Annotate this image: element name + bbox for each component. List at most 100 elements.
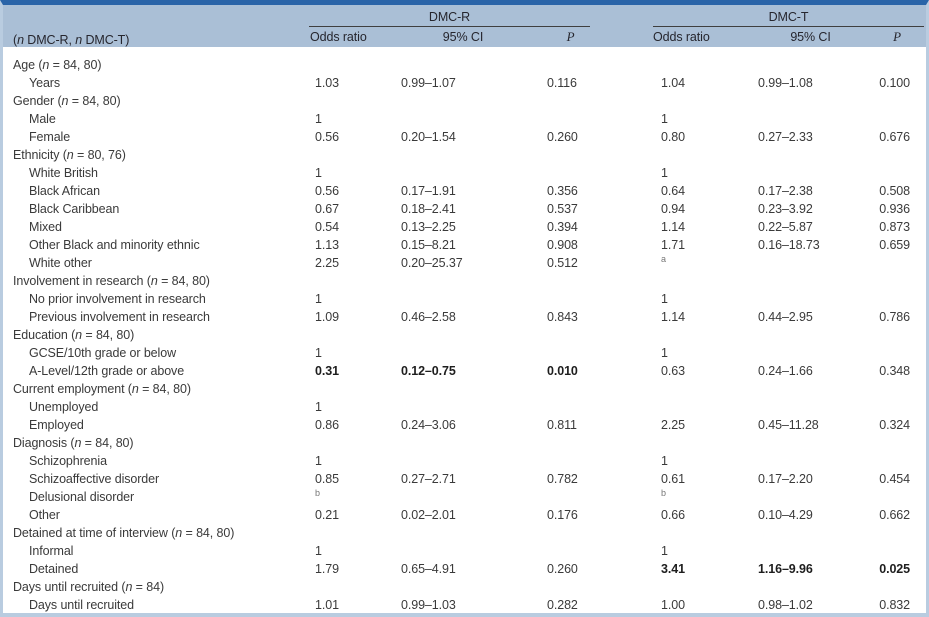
odds-ratio-t-cell: 1	[653, 542, 753, 560]
row-label: Ethnicity (n = 80, 76)	[3, 146, 303, 164]
p-r-cell: 0.176	[533, 506, 608, 524]
ci-t-cell: 1.16–9.96	[753, 560, 868, 578]
odds-ratio-t-cell: a	[653, 254, 753, 272]
odds-ratio-t-cell: 0.66	[653, 506, 753, 524]
gap-cell	[608, 560, 653, 578]
p-r-cell: 0.356	[533, 182, 608, 200]
group-row: Education (n = 84, 80)	[3, 326, 926, 344]
odds-ratio-r-cell	[303, 272, 393, 290]
row-label: Age (n = 84, 80)	[3, 47, 303, 74]
p-r-cell	[533, 524, 608, 542]
table-row: Female0.560.20–1.540.2600.800.27–2.330.6…	[3, 128, 926, 146]
row-label: Delusional disorder	[3, 488, 303, 506]
p-r-cell: 0.010	[533, 362, 608, 380]
table-row: Schizoaffective disorder0.850.27–2.710.7…	[3, 470, 926, 488]
p-r-cell: 0.260	[533, 128, 608, 146]
gap-column	[608, 5, 653, 27]
group-header-dmc-t: DMC-T	[653, 5, 926, 27]
ci-r-cell	[393, 344, 533, 362]
odds-ratio-r-cell	[303, 47, 393, 74]
p-r-cell	[533, 344, 608, 362]
ci-t-cell	[753, 578, 868, 596]
p-r-cell: 0.260	[533, 560, 608, 578]
table-row: Other Black and minority ethnic1.130.15–…	[3, 236, 926, 254]
ci-t-cell: 0.45–11.28	[753, 416, 868, 434]
odds-ratio-r-cell: 0.56	[303, 128, 393, 146]
table-row: Schizophrenia11	[3, 452, 926, 470]
odds-ratio-r-cell	[303, 380, 393, 398]
gap-cell	[608, 146, 653, 164]
p-t-cell	[868, 344, 926, 362]
gap-cell	[608, 200, 653, 218]
odds-ratio-r-cell: b	[303, 488, 393, 506]
ci-t-cell	[753, 272, 868, 290]
ci-t-cell	[753, 452, 868, 470]
p-t-cell	[868, 326, 926, 344]
p-t-cell	[868, 290, 926, 308]
ci-r-cell	[393, 542, 533, 560]
ci-t-cell: 0.16–18.73	[753, 236, 868, 254]
ci-t-cell: 0.99–1.08	[753, 74, 868, 92]
odds-ratio-t-cell	[653, 578, 753, 596]
odds-ratio-r-cell	[303, 92, 393, 110]
p-t-cell	[868, 524, 926, 542]
odds-ratio-r-cell	[303, 146, 393, 164]
odds-ratio-r-cell: 0.54	[303, 218, 393, 236]
footnote-marker: b	[661, 488, 666, 498]
odds-ratio-t-cell: 1	[653, 452, 753, 470]
gap-cell	[608, 434, 653, 452]
gap-cell	[608, 344, 653, 362]
p-t-cell	[868, 272, 926, 290]
p-r-cell	[533, 578, 608, 596]
odds-ratio-r-cell: 2.25	[303, 254, 393, 272]
row-label: No prior involvement in research	[3, 290, 303, 308]
ci-t-cell	[753, 146, 868, 164]
ci-r-cell: 0.24–3.06	[393, 416, 533, 434]
odds-ratio-t-cell: 1.00	[653, 596, 753, 614]
p-r-cell	[533, 380, 608, 398]
ci-t-cell	[753, 398, 868, 416]
ci-r-cell	[393, 452, 533, 470]
ci-t-cell	[753, 110, 868, 128]
ci-r-cell	[393, 146, 533, 164]
gap-cell	[608, 542, 653, 560]
ci-r-cell	[393, 47, 533, 74]
gap-cell	[608, 74, 653, 92]
ci-t-cell	[753, 92, 868, 110]
odds-ratio-t-cell: 0.61	[653, 470, 753, 488]
gap-cell	[608, 470, 653, 488]
row-label: White other	[3, 254, 303, 272]
odds-ratio-t-cell: 3.41	[653, 560, 753, 578]
odds-ratio-t-cell: 1	[653, 110, 753, 128]
group-row: Days until recruited (n = 84)	[3, 578, 926, 596]
ci-r-cell	[393, 290, 533, 308]
p-r-cell	[533, 110, 608, 128]
p-r-cell: 0.116	[533, 74, 608, 92]
row-label: Education (n = 84, 80)	[3, 326, 303, 344]
footnote-marker: a	[661, 254, 666, 264]
footnote-marker: b	[315, 488, 320, 498]
header-p-t: P	[868, 27, 926, 47]
gap-column	[608, 27, 653, 47]
row-label: Schizophrenia	[3, 452, 303, 470]
table-row: Black Caribbean0.670.18–2.410.5370.940.2…	[3, 200, 926, 218]
gap-cell	[608, 596, 653, 614]
header-odds-ratio-r: Odds ratio	[303, 27, 393, 47]
p-t-cell: 0.662	[868, 506, 926, 524]
p-t-cell: 0.832	[868, 596, 926, 614]
table-row: Detained1.790.65–4.910.2603.411.16–9.960…	[3, 560, 926, 578]
odds-ratio-r-cell: 1	[303, 452, 393, 470]
table-row: White other2.250.20–25.370.512a	[3, 254, 926, 272]
ci-t-cell	[753, 290, 868, 308]
odds-ratio-r-cell: 1.01	[303, 596, 393, 614]
header-odds-ratio-t: Odds ratio	[653, 27, 753, 47]
header-p-r: P	[533, 27, 608, 47]
corner-header: (n DMC-R, n DMC-T)	[3, 5, 303, 47]
ci-t-cell	[753, 47, 868, 74]
odds-ratio-r-cell	[303, 434, 393, 452]
p-t-cell	[868, 164, 926, 182]
row-label: Diagnosis (n = 84, 80)	[3, 434, 303, 452]
odds-ratio-t-cell: 1.14	[653, 218, 753, 236]
ci-t-cell	[753, 524, 868, 542]
row-label: Days until recruited	[3, 596, 303, 614]
